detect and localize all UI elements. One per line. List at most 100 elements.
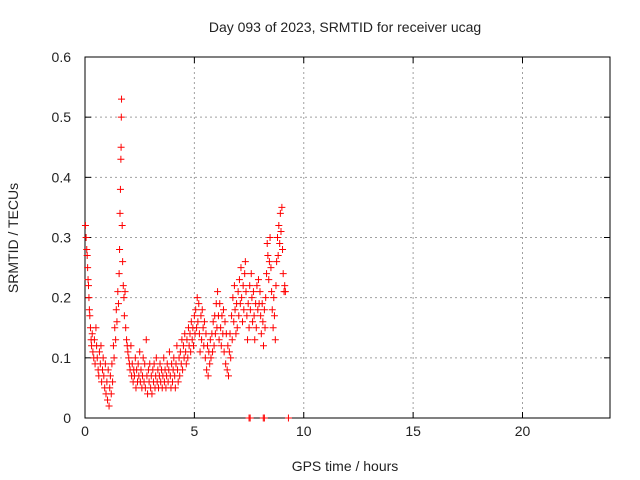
data-point <box>81 221 89 229</box>
data-point <box>241 258 249 266</box>
data-point <box>132 384 140 392</box>
data-point <box>187 318 195 326</box>
data-point <box>254 306 262 314</box>
data-point <box>111 324 119 332</box>
data-point <box>248 294 256 302</box>
data-point <box>263 240 271 248</box>
data-point <box>221 318 229 326</box>
data-point <box>270 294 278 302</box>
data-point <box>252 324 260 332</box>
data-point <box>224 342 232 350</box>
data-point <box>192 306 200 314</box>
data-point <box>105 402 113 410</box>
data-point <box>200 318 208 326</box>
data-point <box>250 312 258 320</box>
data-point <box>118 221 126 229</box>
data-point <box>106 384 114 392</box>
data-point <box>274 252 282 260</box>
x-tick-label: 0 <box>81 423 89 439</box>
data-point <box>190 312 198 320</box>
data-points <box>81 95 292 422</box>
data-point <box>257 312 265 320</box>
grid-lines <box>85 57 610 418</box>
data-point <box>207 354 215 362</box>
data-point <box>222 360 230 368</box>
data-point <box>85 294 93 302</box>
data-point <box>110 354 118 362</box>
data-point <box>278 203 286 211</box>
data-point <box>83 252 91 260</box>
data-point <box>152 354 160 362</box>
data-point <box>99 354 107 362</box>
data-point <box>218 312 226 320</box>
data-point <box>128 360 136 368</box>
data-point <box>265 276 273 284</box>
data-point <box>249 288 257 296</box>
data-point <box>235 276 243 284</box>
data-point <box>232 330 240 338</box>
data-point <box>107 390 115 398</box>
data-point <box>234 288 242 296</box>
data-point <box>217 342 225 350</box>
y-tick-label: 0.3 <box>52 230 72 246</box>
data-point <box>258 300 266 308</box>
data-point <box>281 282 289 290</box>
data-point <box>210 342 218 350</box>
x-tick-labels: 0 5 10 15 20 <box>81 423 530 439</box>
data-point <box>238 294 246 302</box>
data-point <box>137 366 145 374</box>
data-point <box>121 288 129 296</box>
data-point <box>226 330 234 338</box>
data-point <box>88 330 96 338</box>
data-point <box>225 372 232 380</box>
data-point <box>134 360 142 368</box>
data-point <box>241 270 249 278</box>
data-point <box>246 282 254 290</box>
data-point <box>284 414 292 422</box>
data-point <box>104 396 112 404</box>
data-point <box>117 155 125 163</box>
data-point <box>86 312 94 320</box>
data-point <box>233 324 241 332</box>
data-point <box>239 318 246 326</box>
data-point <box>279 270 287 278</box>
data-point <box>199 324 207 332</box>
data-point <box>116 185 124 193</box>
data-point <box>184 354 192 362</box>
data-point <box>195 300 203 308</box>
data-point <box>136 348 144 356</box>
data-point <box>85 282 92 290</box>
data-point <box>114 288 122 296</box>
data-point <box>95 348 103 356</box>
data-point <box>176 372 184 380</box>
data-point <box>214 288 222 296</box>
data-point <box>127 342 135 350</box>
data-point <box>125 354 133 362</box>
data-point <box>223 366 231 374</box>
data-point <box>266 234 274 241</box>
data-point <box>204 372 212 380</box>
data-point <box>276 240 284 248</box>
data-point <box>276 209 284 217</box>
data-point <box>260 414 268 422</box>
data-point <box>124 348 132 356</box>
data-point <box>261 324 269 332</box>
data-point <box>84 264 92 272</box>
data-point <box>277 227 285 235</box>
data-point <box>119 282 127 290</box>
data-point <box>112 336 120 344</box>
data-point <box>244 300 252 308</box>
data-point <box>193 324 201 332</box>
data-point <box>109 378 117 386</box>
data-point <box>179 366 187 374</box>
data-point <box>273 258 281 266</box>
data-point <box>267 264 275 272</box>
data-point <box>84 276 92 284</box>
x-tick-label: 20 <box>515 423 531 439</box>
data-point <box>97 342 105 350</box>
data-point <box>260 306 268 314</box>
data-point <box>228 312 236 320</box>
data-point <box>198 306 206 314</box>
